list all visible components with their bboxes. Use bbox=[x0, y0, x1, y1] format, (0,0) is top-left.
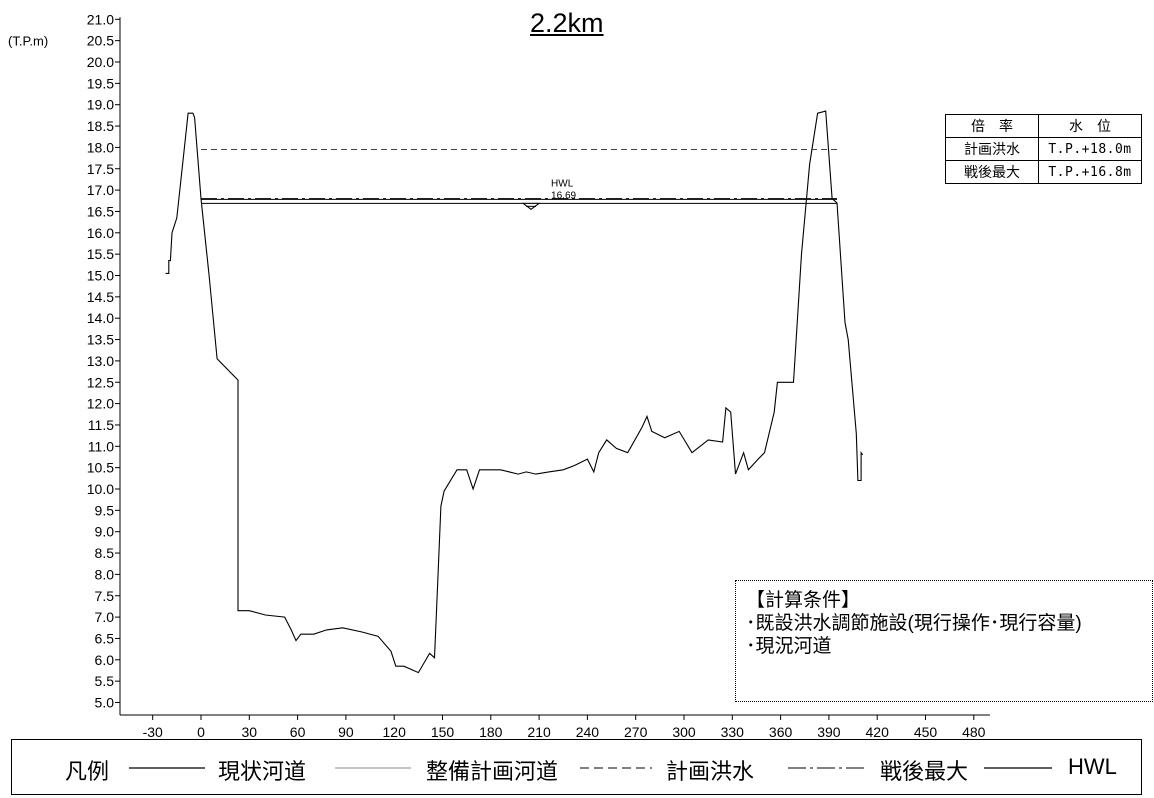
y-tick-label: 8.0 bbox=[95, 566, 115, 582]
legend-box: 凡例 現状河道 整備計画河道 計画洪水 戦後最大 HWL bbox=[11, 739, 1142, 795]
legend-label: 凡例 bbox=[65, 759, 110, 784]
y-tick-label: 11.5 bbox=[88, 417, 114, 433]
y-axis-label: (T.P.m) bbox=[8, 34, 48, 49]
x-tick-label: 180 bbox=[479, 724, 503, 740]
y-tick-label: 21.0 bbox=[87, 11, 114, 27]
y-tick-label: 19.0 bbox=[87, 97, 114, 113]
y-tick-label: 17.5 bbox=[87, 161, 114, 177]
table-header-cell: 倍 率 bbox=[945, 114, 1039, 138]
x-tick-label: 30 bbox=[242, 724, 258, 740]
chart-svg: 21.0 20.5 20.0 19.5 19.0 18.5 18.0 17.5 17.0 16.5… bbox=[8, 11, 990, 740]
y-tick-label: 18.5 bbox=[87, 118, 114, 134]
y-tick-label: 16.5 bbox=[87, 203, 114, 219]
x-tick-label: 450 bbox=[914, 724, 938, 740]
conditions-title: 【計算条件】 bbox=[746, 590, 861, 611]
y-tick-label: 12.0 bbox=[87, 396, 114, 412]
y-tick-label: 9.0 bbox=[95, 524, 115, 540]
x-tick-label: 300 bbox=[672, 724, 696, 740]
x-tick-label: 270 bbox=[624, 724, 648, 740]
y-tick-label: 20.0 bbox=[87, 54, 114, 70]
y-tick-label: 17.0 bbox=[87, 182, 114, 198]
hwl-label: HWL bbox=[551, 178, 574, 189]
y-tick-label: 14.0 bbox=[87, 310, 114, 326]
table-cell: T.P.+18.0m bbox=[1038, 137, 1142, 161]
conditions-line: ･既設洪水調節施設(現行操作･現行容量) bbox=[746, 613, 1082, 634]
y-tick-label: 7.5 bbox=[95, 588, 115, 604]
y-tick-label: 8.5 bbox=[95, 545, 115, 561]
water-level-table: 倍 率 水 位 計画洪水 T.P.+18.0m 戦後最大 T.P.+16.8m bbox=[945, 114, 1142, 184]
y-tick-label: 10.0 bbox=[87, 481, 114, 497]
y-tick-label: 19.5 bbox=[87, 75, 114, 91]
y-tick-label: 7.0 bbox=[95, 609, 115, 625]
x-tick-label: 390 bbox=[817, 724, 841, 740]
legend-item: 計画洪水 bbox=[666, 759, 755, 784]
legend-swatches bbox=[129, 767, 1052, 769]
x-tick-label: 150 bbox=[431, 724, 455, 740]
x-tick-label: 60 bbox=[290, 724, 306, 740]
y-tick-label: 11.0 bbox=[88, 438, 114, 454]
table-row: 戦後最大 T.P.+16.8m bbox=[945, 160, 1142, 184]
x-tick-label: 480 bbox=[962, 724, 986, 740]
x-tick-label: 90 bbox=[338, 724, 354, 740]
table-cell: 戦後最大 bbox=[945, 160, 1039, 184]
y-tick-label: 6.5 bbox=[95, 630, 115, 646]
y-tick-label: 14.5 bbox=[87, 289, 114, 305]
table-row: 計画洪水 T.P.+18.0m bbox=[945, 137, 1142, 161]
x-tick-label: 120 bbox=[383, 724, 407, 740]
x-tick-label: 240 bbox=[576, 724, 600, 740]
hwl-value: 16.69 bbox=[551, 190, 576, 201]
table-header-row: 倍 率 水 位 bbox=[945, 114, 1142, 138]
legend-item: HWL bbox=[1068, 754, 1117, 779]
y-tick-label: 6.0 bbox=[95, 652, 115, 668]
legend-item: 戦後最大 bbox=[880, 759, 969, 784]
x-tick-label: 330 bbox=[721, 724, 745, 740]
y-tick-label: 5.5 bbox=[95, 673, 115, 689]
table-cell: 計画洪水 bbox=[945, 137, 1039, 161]
chart-title: 2.2km bbox=[530, 8, 604, 38]
series-line-current-channel bbox=[165, 110, 864, 674]
legend-item: 現状河道 bbox=[218, 759, 307, 784]
x-tick-label: 210 bbox=[527, 724, 551, 740]
x-tick-label: 360 bbox=[769, 724, 793, 740]
table-cell: T.P.+16.8m bbox=[1038, 160, 1142, 184]
conditions-line: ･現況河道 bbox=[746, 636, 832, 657]
y-tick-label: 10.5 bbox=[87, 460, 114, 476]
table-header-cell: 水 位 bbox=[1038, 114, 1142, 138]
x-tick-label: 420 bbox=[866, 724, 890, 740]
legend-item: 整備計画河道 bbox=[426, 759, 559, 784]
y-tick-label: 15.5 bbox=[87, 246, 114, 262]
y-tick-label: 9.5 bbox=[95, 502, 115, 518]
y-tick-label: 13.0 bbox=[87, 353, 114, 369]
y-tick-label: 18.0 bbox=[87, 139, 114, 155]
y-tick-label: 13.5 bbox=[87, 332, 114, 348]
y-tick-label: 16.0 bbox=[87, 225, 114, 241]
y-tick-label: 20.5 bbox=[87, 33, 114, 49]
y-tick-label: 5.0 bbox=[95, 695, 115, 711]
x-tick-label: -30 bbox=[143, 724, 163, 740]
calculation-conditions-box: 【計算条件】 ･既設洪水調節施設(現行操作･現行容量) ･現況河道 bbox=[735, 580, 1153, 702]
x-tick-label: 0 bbox=[197, 724, 205, 740]
y-tick-label: 12.5 bbox=[87, 374, 114, 390]
y-tick-label: 15.0 bbox=[87, 268, 114, 284]
